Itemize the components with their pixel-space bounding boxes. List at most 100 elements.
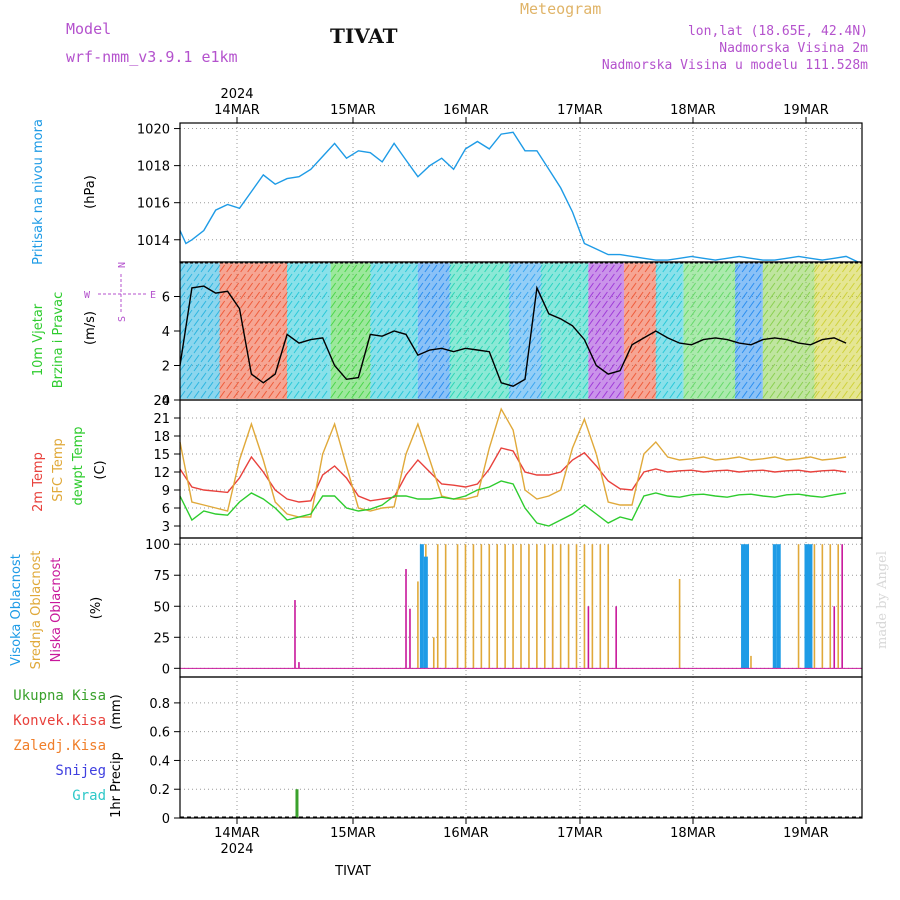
wind-barb (769, 354, 776, 363)
wind-barb (254, 264, 261, 273)
wind-barb (449, 327, 456, 336)
wind-barb (741, 390, 748, 399)
wind-barb (704, 309, 710, 318)
wind-barb (233, 318, 240, 327)
wind-barb (214, 282, 221, 291)
wind-barb (547, 372, 554, 381)
wind-barb (261, 363, 268, 372)
wind-barb (575, 363, 582, 372)
wind-barb (683, 264, 689, 273)
wind-barb (314, 318, 321, 327)
wind-barb (711, 327, 717, 336)
bar-high_cloud (745, 544, 750, 669)
wind-barb (849, 354, 855, 363)
wind-barb (849, 390, 855, 399)
wind-barb (491, 327, 498, 336)
wind-barb (637, 381, 644, 390)
wind-barb (683, 327, 689, 336)
wind-barb (697, 372, 703, 381)
wind-barb (575, 309, 582, 318)
wind-barb (568, 300, 575, 309)
wind-barb (438, 336, 445, 345)
wind-barb (835, 318, 841, 327)
wind-barb (404, 264, 411, 273)
wind-barb (554, 390, 561, 399)
wind-barb (669, 354, 676, 363)
compass-east: E (150, 290, 156, 301)
wind-barb (200, 264, 207, 273)
wind-barb (755, 282, 762, 291)
wind-barb (602, 372, 608, 381)
wind-barb (397, 381, 404, 390)
wind-barb (644, 282, 651, 291)
wind-barb (219, 264, 226, 273)
wind-barb (697, 390, 703, 399)
wind-barb (690, 345, 696, 354)
wind-barb (725, 300, 731, 309)
wind-barb (676, 300, 683, 309)
wind-barb (484, 327, 491, 336)
wind-barb (219, 273, 226, 282)
wind-barb (623, 273, 630, 282)
wind-barb (515, 309, 522, 318)
wind-barb (424, 264, 431, 273)
wind-barb (748, 363, 755, 372)
wind-barb (417, 291, 424, 300)
wind-barb (219, 381, 226, 390)
wind-barb (797, 273, 804, 282)
wind-barb (595, 264, 601, 273)
wind-barb (456, 390, 463, 399)
wind-barb (718, 381, 724, 390)
bar-high_cloud (423, 556, 428, 669)
wind-barb (233, 363, 240, 372)
wind-barb (588, 309, 594, 318)
compass-west: W (84, 290, 91, 301)
wind-barb (783, 363, 790, 372)
wind-barb (637, 291, 644, 300)
wind-barb (233, 390, 240, 399)
wind-barb (314, 345, 321, 354)
wind-barb (529, 363, 536, 372)
wind-barb (179, 381, 186, 390)
wind-barb (783, 300, 790, 309)
wind-barb (790, 381, 797, 390)
wind-barb (561, 390, 568, 399)
wind-barb (662, 363, 669, 372)
wind-barb (835, 390, 841, 399)
wind-barb (484, 264, 491, 273)
wind-barb (630, 309, 637, 318)
wind-barb (193, 327, 200, 336)
wind-barb (697, 354, 703, 363)
wind-barb (776, 309, 783, 318)
wind-barb (711, 372, 717, 381)
wind-barb (365, 327, 372, 336)
wind-barb (275, 336, 282, 345)
wind-barb (783, 318, 790, 327)
wind-barb (711, 264, 717, 273)
wind-barb (748, 354, 755, 363)
wind-barb (456, 354, 463, 363)
wind-barb (582, 327, 589, 336)
y-tick-label: 2 (162, 360, 170, 375)
wind-barb (725, 390, 731, 399)
wind-barb (748, 282, 755, 291)
panel-frame (179, 676, 863, 819)
wind-barb (515, 300, 522, 309)
wind-barb (588, 264, 594, 273)
wind-barb (300, 363, 307, 372)
wind-barb (734, 363, 741, 372)
wind-barb (449, 363, 456, 372)
wind-barb (630, 381, 637, 390)
wind-barb (602, 381, 608, 390)
wind-barb (575, 273, 582, 282)
wind-barb (529, 381, 536, 390)
wind-barb (321, 381, 328, 390)
wind-barb (498, 336, 505, 345)
wind-barb (226, 327, 233, 336)
wind-barb (186, 327, 193, 336)
wind-barb-band (588, 263, 625, 399)
wind-barb (655, 273, 662, 282)
wind-barb (662, 327, 669, 336)
wind-barb (307, 327, 314, 336)
wind-barb (390, 336, 397, 345)
